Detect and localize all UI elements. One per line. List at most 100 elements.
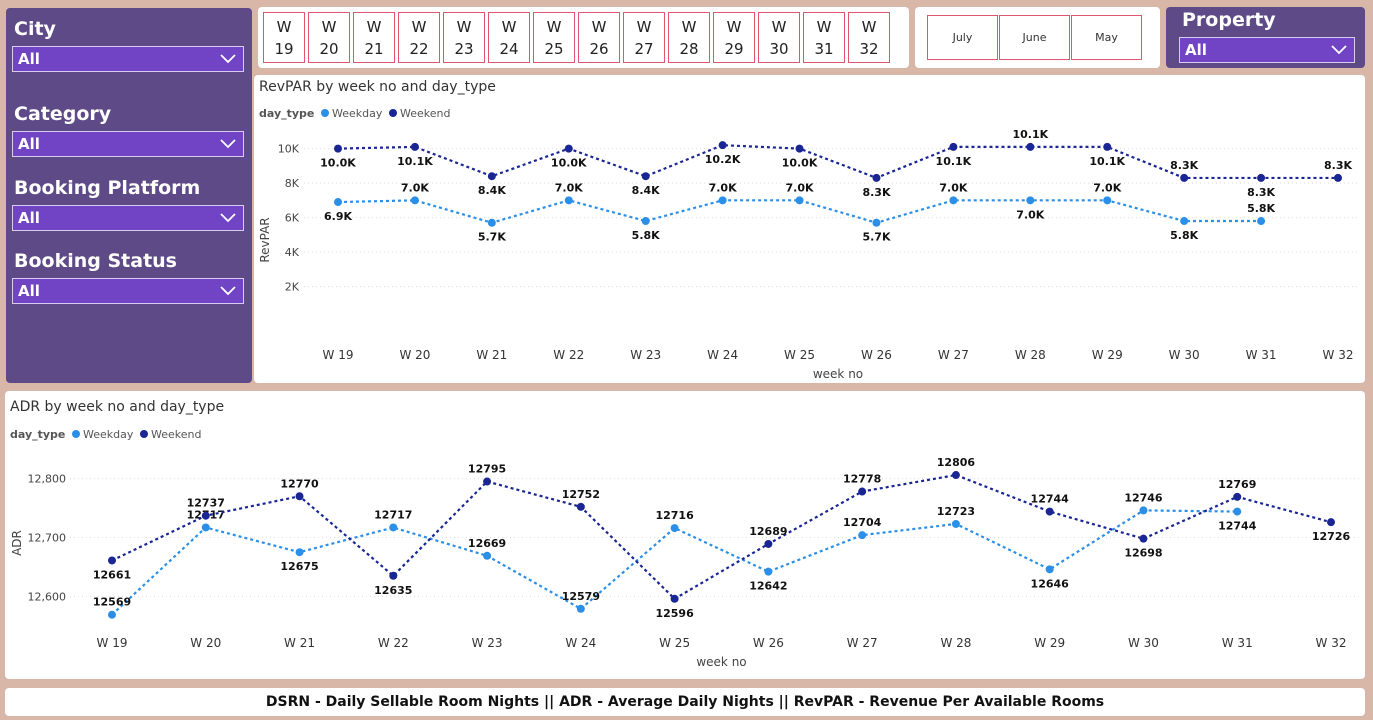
week-slicer-item[interactable]: W 21 — [353, 12, 395, 63]
week-slicer-item[interactable]: W 25 — [533, 12, 575, 63]
data-point-weekend — [641, 172, 650, 181]
category-dropdown[interactable]: All — [12, 131, 244, 157]
week-slicer-prefix: W — [276, 18, 292, 36]
week-slicer-prefix: W — [501, 18, 517, 36]
x-axis-label: week no — [696, 655, 746, 669]
week-slicer-number: 25 — [544, 40, 564, 58]
data-point-weekday — [858, 531, 867, 540]
data-label: 5.8K — [1170, 229, 1198, 242]
y-axis-label: ADR — [10, 530, 24, 556]
city-dropdown[interactable]: All — [12, 46, 244, 72]
x-tick-label: W 32 — [1316, 636, 1347, 650]
data-label: 12669 — [468, 537, 506, 550]
data-point-weekend — [483, 477, 492, 486]
week-slicer-number: 31 — [814, 40, 834, 58]
data-label: 12795 — [468, 463, 506, 476]
data-point-weekday — [201, 523, 210, 532]
data-point-weekday — [564, 196, 573, 205]
data-point-weekend — [576, 502, 585, 511]
property-dropdown[interactable]: All — [1179, 37, 1355, 63]
week-slicer-item[interactable]: W 20 — [308, 12, 350, 63]
legend-label: Weekday — [332, 107, 383, 120]
adr-chart-panel: ADR by week no and day_type day_type Weekd… — [5, 391, 1365, 679]
week-slicer-item[interactable]: W 23 — [443, 12, 485, 63]
x-tick-label: W 20 — [399, 348, 430, 362]
filter-panel: City All Category All Booking Platform A… — [6, 8, 252, 383]
week-slicer-item[interactable]: W 29 — [713, 12, 755, 63]
week-slicer-item[interactable]: W 32 — [848, 12, 890, 63]
chevron-down-icon — [220, 286, 236, 296]
week-slicer-number: 27 — [634, 40, 654, 58]
legend-label: Weekend — [151, 428, 201, 441]
data-point-weekday — [1045, 565, 1054, 574]
data-label: 7.0K — [786, 181, 814, 194]
booking-platform-dropdown[interactable]: All — [12, 205, 244, 231]
week-slicer-item[interactable]: W 22 — [398, 12, 440, 63]
chevron-down-icon — [220, 213, 236, 223]
data-label: 10.1K — [397, 155, 433, 168]
data-point-weekend — [1026, 142, 1035, 151]
category-filter: Category All — [12, 101, 244, 157]
month-slicer-item[interactable]: May — [1071, 15, 1142, 60]
data-point-weekday — [1233, 507, 1242, 516]
data-point-weekday — [389, 523, 398, 532]
data-point-weekday — [108, 610, 116, 619]
data-point-weekend — [795, 144, 804, 153]
category-dropdown-value: All — [18, 135, 40, 153]
data-label: 7.0K — [1016, 208, 1044, 221]
city-dropdown-value: All — [18, 50, 40, 68]
data-label: 12746 — [1124, 491, 1163, 504]
week-slicer-item[interactable]: W 26 — [578, 12, 620, 63]
week-slicer-prefix: W — [366, 18, 382, 36]
data-point-weekend — [334, 144, 342, 153]
x-tick-label: W 31 — [1222, 636, 1253, 650]
week-slicer-number: 32 — [859, 40, 879, 58]
x-tick-label: W 21 — [476, 348, 507, 362]
x-tick-label: W 22 — [553, 348, 584, 362]
city-filter-title: City — [14, 18, 56, 40]
data-label: 7.0K — [709, 181, 737, 194]
x-tick-label: W 22 — [378, 636, 409, 650]
month-slicer-item[interactable]: July — [927, 15, 998, 60]
week-slicer-number: 21 — [364, 40, 384, 58]
legend-title: day_type — [10, 428, 65, 441]
data-label: 10.1K — [1012, 128, 1048, 141]
chart-title: ADR by week no and day_type — [10, 399, 224, 415]
data-label: 5.7K — [862, 231, 890, 244]
data-point-weekend — [410, 142, 419, 151]
week-slicer-prefix: W — [771, 18, 787, 36]
data-point-weekend — [1327, 518, 1335, 527]
data-point-weekday — [334, 198, 342, 207]
week-slicer-item[interactable]: W 24 — [488, 12, 530, 63]
y-tick-label: 12,700 — [28, 532, 67, 545]
data-point-weekend — [858, 487, 867, 496]
x-tick-label: W 29 — [1034, 636, 1065, 650]
data-label: 6.9K — [324, 210, 352, 223]
month-slicer-item[interactable]: June — [999, 15, 1070, 60]
data-label: 12704 — [843, 516, 882, 529]
data-point-weekday — [410, 196, 419, 205]
data-point-weekday — [951, 519, 960, 528]
y-axis-label: RevPAR — [258, 217, 272, 262]
data-point-weekend — [201, 511, 210, 520]
data-label: 12661 — [93, 568, 131, 581]
week-slicer-item[interactable]: W 28 — [668, 12, 710, 63]
data-point-weekend — [564, 144, 573, 153]
week-slicer-item[interactable]: W 30 — [758, 12, 800, 63]
week-slicer-item[interactable]: W 19 — [263, 12, 305, 63]
week-slicer-number: 19 — [274, 40, 294, 58]
revpar-chart: RevPAR by week no and day_type day_type We… — [258, 79, 1359, 381]
data-label: 7.0K — [939, 181, 967, 194]
booking-platform-filter-title: Booking Platform — [14, 177, 201, 199]
week-slicer-item[interactable]: W 27 — [623, 12, 665, 63]
legend-marker — [72, 430, 80, 438]
data-label: 12579 — [562, 590, 600, 603]
chart-title: RevPAR by week no and day_type — [259, 79, 496, 95]
booking-status-dropdown[interactable]: All — [12, 278, 244, 304]
x-tick-label: W 25 — [659, 636, 690, 650]
data-point-weekend — [764, 539, 773, 548]
data-label: 7.0K — [1093, 181, 1121, 194]
data-point-weekend — [295, 492, 304, 501]
week-slicer-item[interactable]: W 31 — [803, 12, 845, 63]
property-filter-title: Property — [1182, 9, 1276, 31]
